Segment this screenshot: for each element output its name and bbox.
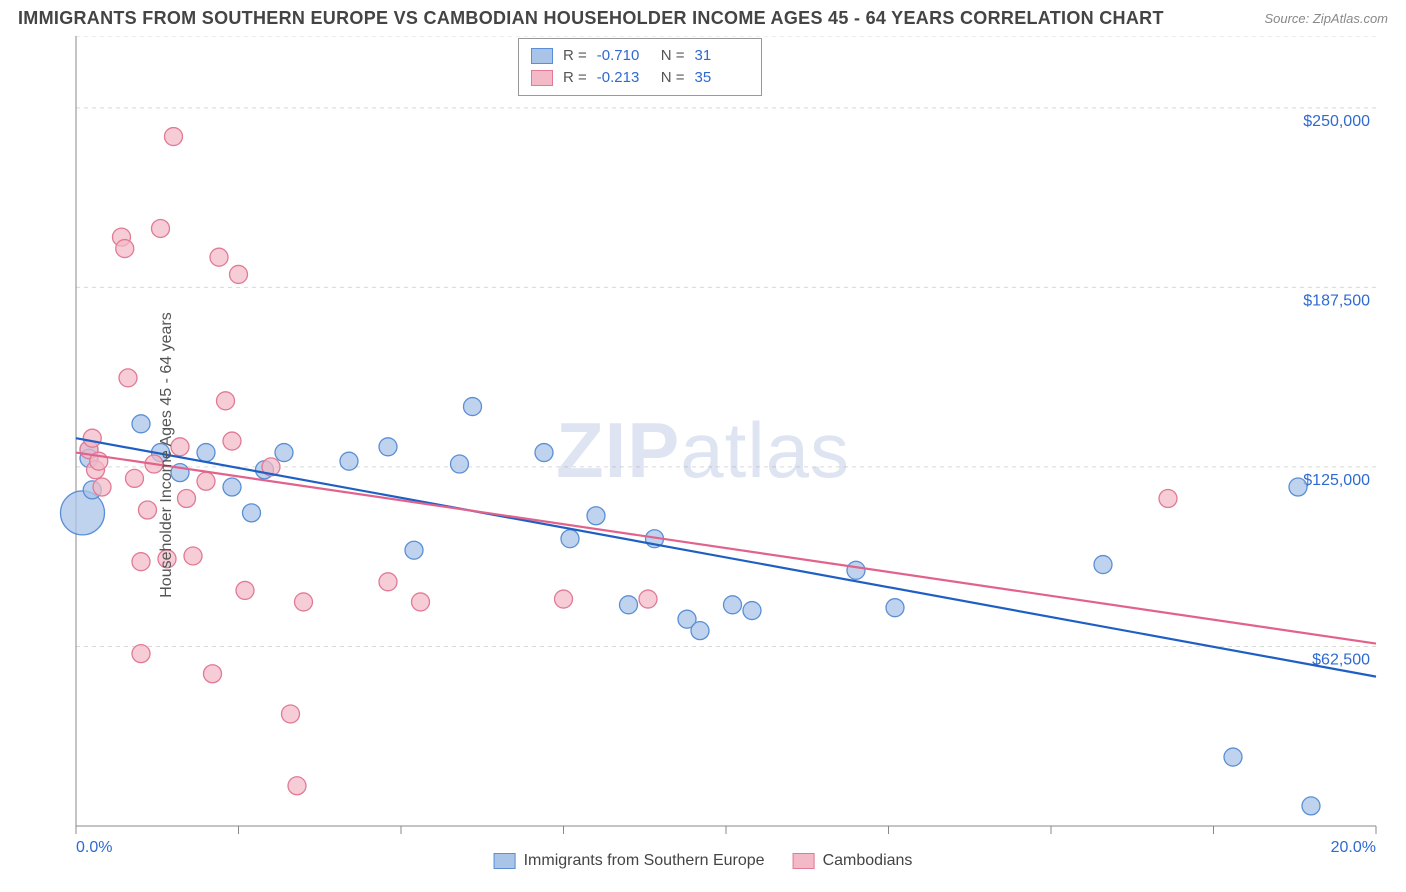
legend-swatch bbox=[531, 48, 553, 64]
data-point bbox=[236, 581, 254, 599]
svg-text:20.0%: 20.0% bbox=[1331, 839, 1376, 856]
svg-text:$125,000: $125,000 bbox=[1303, 472, 1370, 489]
data-point bbox=[210, 248, 228, 266]
svg-text:$250,000: $250,000 bbox=[1303, 113, 1370, 130]
data-point bbox=[119, 369, 137, 387]
data-point bbox=[217, 392, 235, 410]
trend-line bbox=[76, 453, 1376, 644]
n-value: 31 bbox=[695, 45, 749, 67]
data-point bbox=[93, 478, 111, 496]
data-point bbox=[412, 593, 430, 611]
data-point bbox=[197, 472, 215, 490]
data-point bbox=[587, 507, 605, 525]
r-value: -0.213 bbox=[597, 67, 651, 89]
data-point bbox=[230, 265, 248, 283]
data-point bbox=[178, 490, 196, 508]
data-point bbox=[223, 432, 241, 450]
data-point bbox=[184, 547, 202, 565]
scatter-plot: $62,500$125,000$187,500$250,0000.0%20.0% bbox=[18, 36, 1388, 874]
data-point bbox=[561, 530, 579, 548]
legend-swatch bbox=[531, 70, 553, 86]
data-point bbox=[451, 455, 469, 473]
legend-swatch bbox=[494, 853, 516, 869]
data-point bbox=[639, 590, 657, 608]
data-point bbox=[1289, 478, 1307, 496]
data-point bbox=[83, 429, 101, 447]
data-point bbox=[691, 622, 709, 640]
data-point bbox=[1302, 797, 1320, 815]
data-point bbox=[743, 602, 761, 620]
n-label: N = bbox=[661, 67, 685, 89]
chart-title: IMMIGRANTS FROM SOUTHERN EUROPE VS CAMBO… bbox=[18, 8, 1164, 29]
series-legend: Immigrants from Southern Europe Cambodian… bbox=[494, 852, 913, 870]
data-point bbox=[464, 398, 482, 416]
data-point bbox=[535, 444, 553, 462]
data-point bbox=[847, 561, 865, 579]
data-point bbox=[1094, 556, 1112, 574]
data-point bbox=[197, 444, 215, 462]
data-point bbox=[132, 553, 150, 571]
data-point bbox=[379, 438, 397, 456]
data-point bbox=[620, 596, 638, 614]
legend-row: R = -0.213 N = 35 bbox=[531, 67, 749, 89]
legend-row: R = -0.710 N = 31 bbox=[531, 45, 749, 67]
data-point bbox=[724, 596, 742, 614]
y-axis-label: Householder Income Ages 45 - 64 years bbox=[158, 312, 176, 598]
source-attribution: Source: ZipAtlas.com bbox=[1264, 11, 1388, 26]
n-value: 35 bbox=[695, 67, 749, 89]
legend-label: Immigrants from Southern Europe bbox=[524, 852, 765, 870]
chart-area: Householder Income Ages 45 - 64 years ZI… bbox=[18, 36, 1388, 874]
data-point bbox=[139, 501, 157, 519]
correlation-legend: R = -0.710 N = 31 R = -0.213 N = 35 bbox=[518, 38, 762, 96]
data-point bbox=[1224, 748, 1242, 766]
data-point bbox=[295, 593, 313, 611]
legend-label: Cambodians bbox=[823, 852, 913, 870]
data-point bbox=[223, 478, 241, 496]
data-point bbox=[132, 415, 150, 433]
svg-text:$187,500: $187,500 bbox=[1303, 292, 1370, 309]
n-label: N = bbox=[661, 45, 685, 67]
data-point bbox=[405, 541, 423, 559]
data-point bbox=[116, 240, 134, 258]
data-point bbox=[340, 452, 358, 470]
data-point bbox=[152, 219, 170, 237]
data-point bbox=[886, 599, 904, 617]
legend-swatch bbox=[793, 853, 815, 869]
legend-item: Cambodians bbox=[793, 852, 913, 870]
r-label: R = bbox=[563, 67, 587, 89]
r-value: -0.710 bbox=[597, 45, 651, 67]
data-point bbox=[288, 777, 306, 795]
data-point bbox=[1159, 490, 1177, 508]
data-point bbox=[126, 469, 144, 487]
data-point bbox=[379, 573, 397, 591]
trend-line bbox=[76, 438, 1376, 676]
svg-text:0.0%: 0.0% bbox=[76, 839, 112, 856]
data-point bbox=[204, 665, 222, 683]
data-point bbox=[243, 504, 261, 522]
data-point bbox=[555, 590, 573, 608]
r-label: R = bbox=[563, 45, 587, 67]
data-point bbox=[132, 645, 150, 663]
data-point bbox=[275, 444, 293, 462]
data-point bbox=[165, 128, 183, 146]
legend-item: Immigrants from Southern Europe bbox=[494, 852, 765, 870]
data-point bbox=[282, 705, 300, 723]
